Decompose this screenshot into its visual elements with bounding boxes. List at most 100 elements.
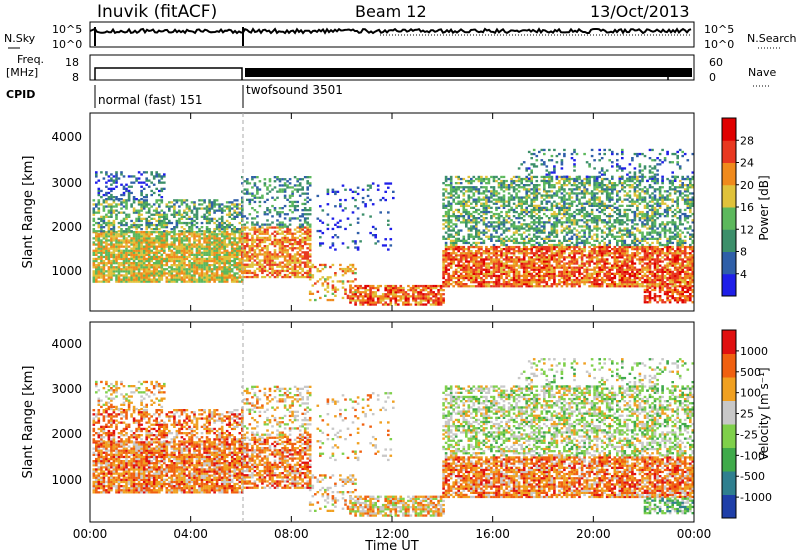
range-gate-cell — [651, 250, 654, 253]
range-gate-cell — [180, 199, 184, 202]
range-gate-cell — [553, 283, 556, 286]
range-gate-cell — [183, 245, 186, 248]
range-gate-cell — [193, 264, 196, 267]
range-gate-cell — [646, 266, 649, 269]
range-gate-cell — [444, 215, 448, 218]
range-gate-cell — [668, 252, 672, 255]
range-gate-cell — [465, 285, 468, 288]
range-gate-cell — [130, 278, 133, 281]
range-gate-cell — [243, 265, 247, 268]
range-gate-cell — [500, 276, 503, 280]
range-gate-cell — [150, 223, 153, 227]
range-gate-cell — [442, 283, 445, 286]
range-gate-cell — [459, 258, 463, 261]
range-gate-cell — [603, 262, 606, 265]
range-gate-cell — [505, 276, 508, 280]
range-gate-cell — [147, 223, 151, 227]
range-gate-cell — [225, 207, 229, 210]
range-gate-cell — [110, 239, 113, 242]
range-gate-cell — [253, 259, 257, 262]
range-gate-cell — [502, 252, 506, 255]
range-gate-cell — [233, 199, 236, 202]
range-gate-cell — [180, 249, 184, 252]
range-gate-cell — [286, 265, 289, 268]
range-gate-cell — [517, 281, 521, 284]
range-gate-cell — [203, 213, 206, 216]
range-gate-cell — [173, 259, 176, 263]
range-gate-cell — [183, 228, 186, 231]
range-gate-cell — [462, 219, 466, 222]
range-gate-cell — [623, 260, 627, 263]
range-gate-cell — [117, 239, 121, 242]
range-gate-cell — [678, 278, 682, 282]
range-gate-cell — [230, 241, 234, 244]
range-gate-cell — [112, 262, 116, 265]
range-gate-cell — [616, 248, 619, 251]
range-gate-cell — [419, 295, 423, 298]
range-gate-cell — [467, 262, 471, 265]
range-gate-cell — [387, 293, 390, 296]
range-gate-cell — [605, 274, 609, 278]
range-gate-cell — [225, 223, 229, 227]
range-gate-cell — [125, 239, 128, 242]
range-gate-cell — [273, 198, 277, 201]
range-gate-cell — [246, 232, 249, 235]
range-gate-cell — [424, 297, 428, 300]
range-gate-cell — [636, 276, 639, 280]
range-gate-cell — [107, 198, 111, 201]
range-gate-cell — [105, 213, 108, 216]
range-gate-cell — [135, 233, 138, 236]
range-gate-cell — [583, 278, 586, 282]
range-gate-cell — [482, 264, 486, 267]
range-gate-cell — [97, 264, 101, 267]
range-gate-cell — [188, 255, 191, 259]
range-gate-cell — [538, 264, 541, 267]
range-gate-cell — [565, 262, 569, 265]
range-gate-cell — [608, 276, 611, 280]
range-gate-cell — [248, 259, 252, 262]
range-gate-cell — [158, 217, 161, 220]
range-gate-cell — [661, 270, 664, 273]
range-gate-cell — [656, 250, 659, 253]
range-gate-cell — [100, 239, 103, 242]
range-gate-cell — [570, 250, 574, 253]
range-gate-cell — [200, 215, 204, 218]
range-gate-cell — [215, 223, 219, 227]
range-gate-cell — [628, 281, 632, 284]
range-gate-cell — [296, 253, 299, 256]
range-gate-cell — [580, 252, 584, 255]
range-gate-cell — [298, 247, 302, 250]
range-gate-cell — [449, 208, 453, 212]
range-gate-cell — [210, 259, 214, 263]
range-gate-cell — [334, 223, 337, 226]
range-gate-cell — [442, 293, 445, 296]
range-gate-cell — [457, 188, 460, 191]
range-gate-cell — [117, 177, 121, 180]
range-gate-cell — [281, 223, 284, 226]
range-gate-cell — [454, 217, 458, 220]
range-gate-cell — [517, 270, 521, 273]
range-gate-cell — [631, 274, 634, 278]
range-gate-cell — [155, 228, 158, 231]
range-gate-cell — [673, 278, 677, 282]
range-gate-cell — [243, 247, 247, 250]
range-gate-cell — [223, 270, 226, 273]
range-gate-cell — [399, 284, 403, 288]
range-gate-cell — [475, 260, 478, 263]
range-gate-cell — [605, 248, 609, 251]
range-gate-cell — [465, 274, 468, 278]
range-gate-cell — [580, 276, 584, 280]
range-gate-cell — [95, 278, 98, 281]
range-gate-cell — [223, 239, 226, 242]
range-gate-cell — [570, 256, 574, 259]
range-gate-cell — [500, 268, 503, 271]
range-gate-cell — [465, 252, 468, 255]
range-gate-cell — [595, 272, 599, 275]
range-gate-cell — [447, 192, 450, 195]
range-gate-cell — [487, 254, 491, 257]
range-gate-cell — [668, 262, 672, 265]
range-gate-cell — [575, 250, 579, 253]
range-gate-cell — [344, 290, 347, 293]
range-gate-cell — [115, 213, 118, 216]
range-gate-cell — [140, 198, 143, 201]
